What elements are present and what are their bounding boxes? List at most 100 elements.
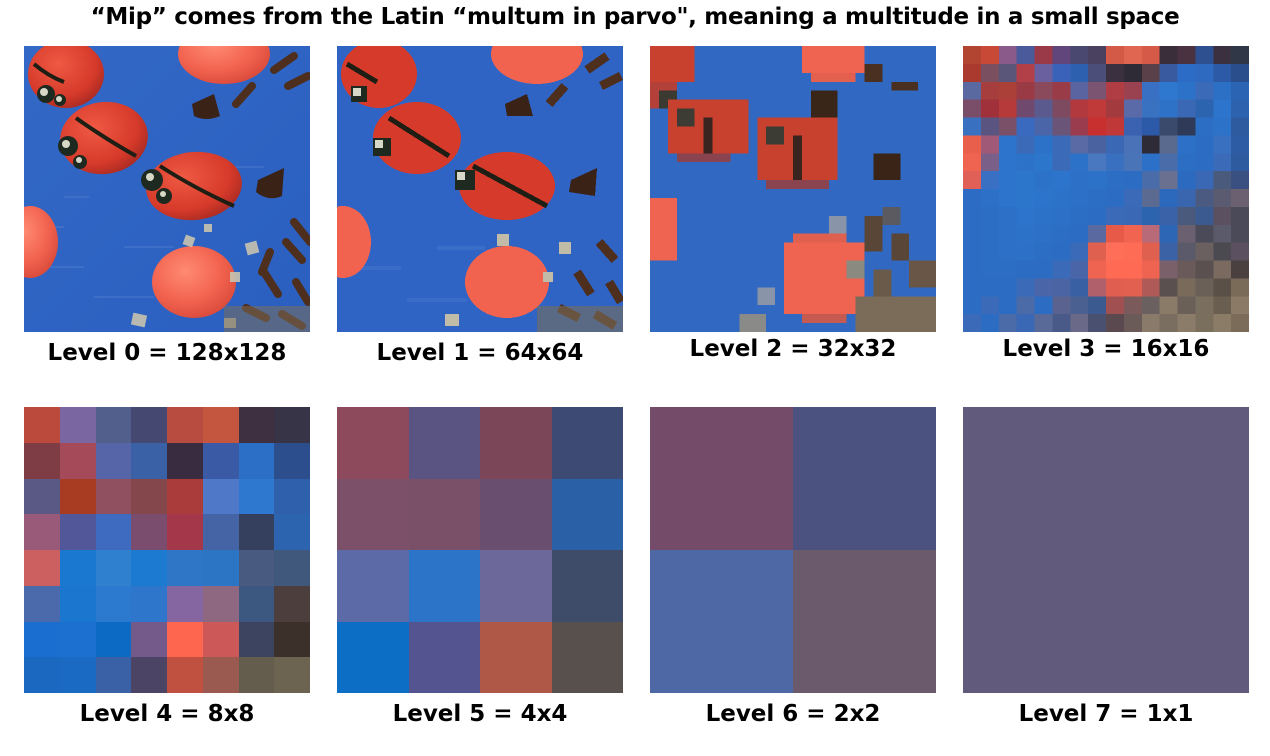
level4-pixel xyxy=(59,621,96,658)
level-1-label: Level 1 = 64x64 xyxy=(376,340,584,366)
level4-pixel xyxy=(24,442,60,479)
level4-pixel xyxy=(59,442,96,479)
level-3-picture xyxy=(963,46,1249,332)
level5-pixel xyxy=(408,407,480,479)
level4-pixel xyxy=(238,657,275,693)
level5-pixel xyxy=(480,407,552,479)
level4-pixel xyxy=(274,478,310,515)
level-3-image xyxy=(963,46,1249,332)
level4-pixel xyxy=(59,585,96,622)
level-3-label: Level 3 = 16x16 xyxy=(1002,336,1210,362)
level4-pixel xyxy=(95,478,132,515)
level4-pixel xyxy=(238,585,275,622)
level4-pixel xyxy=(131,657,167,693)
level4-pixel xyxy=(274,442,310,479)
level4-pixel xyxy=(24,514,60,550)
level5-pixel xyxy=(408,478,480,550)
level-6-label: Level 6 = 2x2 xyxy=(705,701,881,727)
level4-pixel xyxy=(238,514,275,550)
level5-pixel xyxy=(337,550,409,622)
level4-pixel xyxy=(238,550,275,586)
level-1-image xyxy=(337,46,623,332)
level4-pixel xyxy=(238,621,275,658)
level-5-image xyxy=(337,407,623,693)
mip-level-5: Level 5 = 4x4 xyxy=(337,407,623,727)
level-1-picture xyxy=(337,46,623,332)
level4-pixel xyxy=(202,585,239,622)
level7-pixel xyxy=(963,407,1249,693)
level4-pixel xyxy=(95,585,132,622)
level4-pixel xyxy=(59,550,96,586)
level4-pixel xyxy=(167,621,203,658)
level4-pixel xyxy=(24,585,60,622)
mip-level-7: Level 7 = 1x1 xyxy=(963,407,1249,727)
level5-pixel xyxy=(551,621,623,693)
level4-pixel xyxy=(95,442,132,479)
level4-pixel xyxy=(131,514,167,550)
level4-pixel xyxy=(202,550,239,586)
level4-pixel xyxy=(95,657,132,693)
level4-pixel xyxy=(24,478,60,515)
level-5-label: Level 5 = 4x4 xyxy=(392,701,568,727)
level5-pixel xyxy=(337,621,409,693)
level4-pixel xyxy=(95,407,132,443)
level-0-label: Level 0 = 128x128 xyxy=(47,340,287,366)
level4-pixel xyxy=(59,407,96,443)
level5-pixel xyxy=(551,550,623,622)
level4-pixel xyxy=(202,657,239,693)
level4-pixel xyxy=(274,407,310,443)
level-0-image xyxy=(24,46,310,332)
level6-pixel xyxy=(793,407,936,550)
level-4-label: Level 4 = 8x8 xyxy=(79,701,255,727)
level-2-image xyxy=(650,46,936,332)
level4-pixel xyxy=(167,550,203,586)
level5-pixel xyxy=(337,407,409,479)
level-7-label: Level 7 = 1x1 xyxy=(1018,701,1194,727)
level4-pixel xyxy=(202,407,239,443)
level4-pixel xyxy=(238,407,275,443)
level6-pixel xyxy=(650,550,793,693)
mip-level-0: Level 0 = 128x128 xyxy=(24,46,310,366)
level4-pixel xyxy=(24,550,60,586)
level4-pixel xyxy=(274,585,310,622)
level4-pixel xyxy=(238,442,275,479)
level4-pixel xyxy=(274,621,310,658)
level4-pixel xyxy=(95,621,132,658)
level4-pixel xyxy=(167,442,203,479)
level4-pixel xyxy=(59,478,96,515)
level-5-pixel-grid xyxy=(337,407,623,693)
level5-pixel xyxy=(480,621,552,693)
level4-pixel xyxy=(274,514,310,550)
level4-pixel xyxy=(59,514,96,550)
level4-pixel xyxy=(131,442,167,479)
level-0-picture xyxy=(24,46,310,332)
level4-pixel xyxy=(167,657,203,693)
level4-pixel xyxy=(131,407,167,443)
level4-pixel xyxy=(274,550,310,586)
level5-pixel xyxy=(480,550,552,622)
mip-level-3: Level 3 = 16x16 xyxy=(963,46,1249,362)
level5-pixel xyxy=(408,550,480,622)
level-6-image xyxy=(650,407,936,693)
level-6-pixel-grid xyxy=(650,407,936,693)
level4-pixel xyxy=(59,657,96,693)
level4-pixel xyxy=(202,514,239,550)
level4-pixel xyxy=(167,514,203,550)
level4-pixel xyxy=(95,514,132,550)
mip-level-1: Level 1 = 64x64 xyxy=(337,46,623,366)
level4-pixel xyxy=(167,478,203,515)
mip-level-6: Level 6 = 2x2 xyxy=(650,407,936,727)
level5-pixel xyxy=(551,407,623,479)
level5-pixel xyxy=(337,478,409,550)
level4-pixel xyxy=(202,442,239,479)
level4-pixel xyxy=(131,550,167,586)
level4-pixel xyxy=(274,657,310,693)
level-7-image xyxy=(963,407,1249,693)
level4-pixel xyxy=(202,621,239,658)
level-2-picture xyxy=(650,46,936,332)
level4-pixel xyxy=(95,550,132,586)
level-7-pixel-grid xyxy=(963,407,1249,693)
level5-pixel xyxy=(551,478,623,550)
level4-pixel xyxy=(24,407,60,443)
level5-pixel xyxy=(408,621,480,693)
